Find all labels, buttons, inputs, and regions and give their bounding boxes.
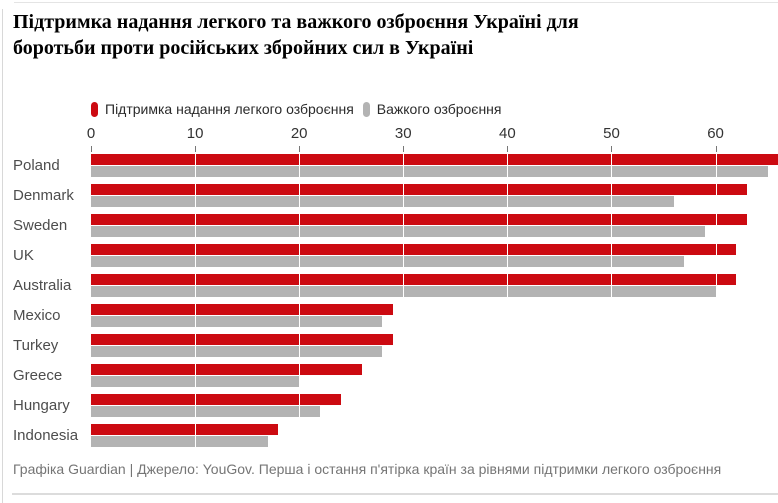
bar-group-sweden [91,214,778,237]
gridline-60 [715,154,717,447]
x-axis-ticks [91,146,778,152]
bar-group-indonesia [91,424,778,447]
x-axis-labels: 0 10 20 30 40 50 60 [87,125,778,143]
x-axis-tick-50 [611,146,613,152]
bar-light-weapons-greece [91,364,362,375]
bar-heavy-weapons-indonesia [91,436,268,447]
bar-light-weapons-sweden [91,214,747,225]
bar-heavy-weapons-poland [91,166,768,177]
legend-label-light-weapons: Підтримка надання легкого озброєння [105,101,354,117]
x-axis-tick-30 [403,146,405,152]
y-axis-country-labels: Poland Denmark Sweden UK Australia Mexico Turk… [13,154,91,447]
country-label-sweden: Sweden [13,217,68,234]
gridline-20 [299,154,301,447]
x-axis-tick-10 [195,146,197,152]
gridline-30 [403,154,405,447]
gridline-40 [507,154,509,447]
bar-heavy-weapons-hungary [91,406,320,417]
source-note: Графіка Guardian | Джерело: YouGov. Перш… [13,461,722,477]
x-axis-label-60: 60 [707,125,724,142]
bar-light-weapons-poland [91,154,778,165]
x-axis-label-0: 0 [86,125,96,142]
bar-light-weapons-hungary [91,394,341,405]
bar-heavy-weapons-mexico [91,316,383,327]
bar-heavy-weapons-turkey [91,346,383,357]
bar-light-weapons-denmark [91,184,747,195]
bar-group-mexico [91,304,778,327]
bar-light-weapons-australia [91,274,737,285]
gridline-50 [611,154,613,447]
x-axis-label-20: 20 [290,125,308,142]
x-axis-label-50: 50 [603,125,620,142]
country-label-mexico: Mexico [13,307,61,324]
country-label-poland: Poland [13,157,60,174]
country-label-denmark: Denmark [13,187,74,204]
bottom-rule [12,493,778,495]
x-axis-label-30: 30 [394,125,412,142]
legend-swatch-heavy-weapons [362,101,370,117]
left-border-line [2,9,3,503]
bar-group-uk [91,244,778,267]
bar-group-poland [91,154,778,177]
x-axis-tick-0 [91,146,92,152]
country-label-hungary: Hungary [13,397,70,414]
bar-light-weapons-indonesia [91,424,279,435]
country-label-uk: UK [13,247,34,264]
country-label-greece: Greece [13,367,63,384]
x-axis-label-10: 10 [186,125,204,142]
bar-light-weapons-uk [91,244,737,255]
legend: Підтримка надання легкого озброєння Важк… [91,101,501,117]
bar-group-denmark [91,184,778,207]
chart-title: Підтримка надання легкого та важкого озб… [13,9,753,61]
x-axis-tick-20 [299,146,301,152]
bar-heavy-weapons-sweden [91,226,706,237]
bar-heavy-weapons-uk [91,256,685,267]
x-axis-tick-60 [715,146,717,152]
bar-group-hungary [91,394,778,417]
x-axis-label-40: 40 [499,125,516,142]
country-label-turkey: Turkey [13,337,59,354]
country-label-australia: Australia [13,277,72,294]
country-label-indonesia: Indonesia [13,427,79,444]
chart-title-line2: боротьби проти російських збройних сил в… [13,37,474,59]
bar-light-weapons-turkey [91,334,393,345]
legend-label-heavy-weapons: Важкого озброєння [376,101,502,117]
plot-area [91,154,778,447]
bar-light-weapons-mexico [91,304,393,315]
top-border-line [14,2,778,3]
x-axis-tick-40 [507,146,509,152]
bar-group-australia [91,274,778,297]
chart-title-line1: Підтримка надання легкого та важкого озб… [13,11,579,33]
legend-swatch-light-weapons [91,101,98,117]
bar-heavy-weapons-denmark [91,196,674,207]
gridline-10 [195,154,197,447]
bar-group-greece [91,364,778,387]
bar-group-turkey [91,334,778,357]
